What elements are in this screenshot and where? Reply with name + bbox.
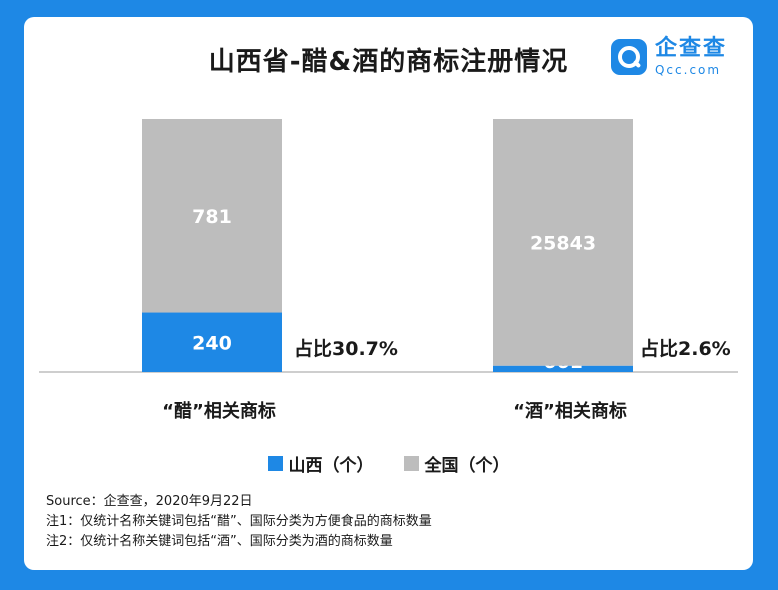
bar-value-label-shanxi-0: 240 (192, 332, 232, 354)
bar-value-label-national-1: 25843 (530, 232, 596, 254)
ratio-label-0: 占比30.7% (294, 337, 398, 360)
legend-swatch-shanxi (267, 456, 283, 471)
bar-shanxi-1 (493, 365, 633, 372)
legend-label-national: 全国（个） (424, 456, 510, 476)
legend-item-shanxi: 山西（个） (267, 451, 374, 476)
qcc-logo: 企查查 Qcc.com (610, 35, 727, 79)
bar-national-0 (142, 119, 282, 313)
chart-card: 山西省-醋&酒的商标注册情况 企查查 Qcc.com 240 781 占比30.7%… (24, 17, 753, 570)
legend: 山西（个） 全国（个） (24, 451, 753, 476)
qcc-logo-icon (610, 39, 647, 75)
footnotes: Source：企查查，2020年9月22日 注1：仅统计名称关键词包括“醋”、国… (46, 492, 432, 552)
legend-swatch-national (403, 456, 419, 471)
chart-title: 山西省-醋&酒的商标注册情况 (208, 47, 569, 77)
legend-label-shanxi: 山西（个） (288, 456, 374, 476)
note-2: 注2：仅统计名称关键词包括“酒”、国际分类为酒的商标数量 (46, 534, 393, 549)
logo-name: 企查查 (654, 36, 727, 61)
note-1: 注1：仅统计名称关键词包括“醋”、国际分类为方便食品的商标数量 (46, 514, 432, 529)
bar-value-label-national-0: 781 (192, 206, 232, 228)
legend-item-national: 全国（个） (403, 451, 510, 476)
bar-shanxi-0 (142, 312, 282, 372)
bar-national-1 (493, 119, 633, 366)
category-label-0: “醋”相关商标 (162, 400, 276, 422)
logo-domain: Qcc.com (654, 63, 722, 77)
stacked-bar-chart: 240781占比30.7%“醋”相关商标66125843占比2.6%“酒”相关商… (39, 119, 738, 422)
ratio-label-1: 占比2.6% (640, 337, 731, 360)
category-label-1: “酒”相关商标 (513, 400, 627, 422)
source-note: Source：企查查，2020年9月22日 (46, 494, 253, 509)
